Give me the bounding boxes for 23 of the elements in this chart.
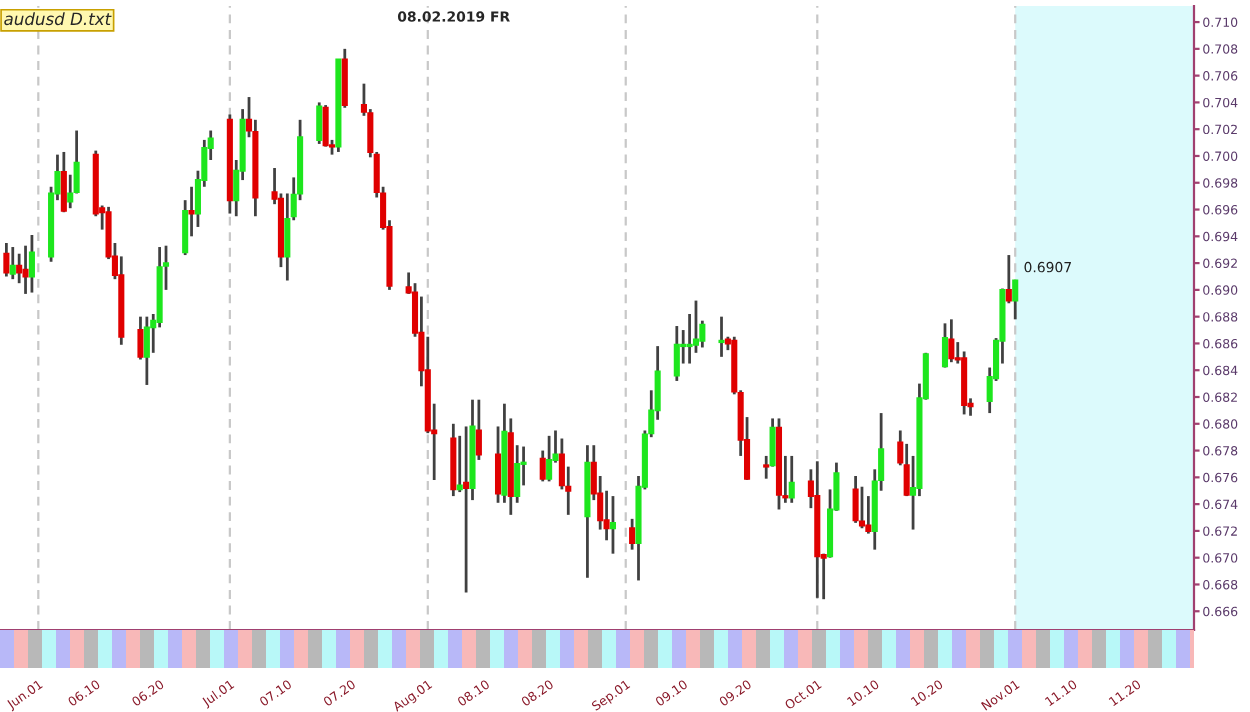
candlestick xyxy=(494,425,502,505)
candlestick xyxy=(22,244,29,296)
candlestick xyxy=(28,233,35,294)
candlestick xyxy=(514,443,521,505)
annotation: audusd D.txt xyxy=(4,12,112,26)
candlestick xyxy=(718,315,725,359)
candlestick xyxy=(852,474,859,525)
candlestick xyxy=(961,350,968,416)
candlestick xyxy=(609,494,617,556)
candlestick xyxy=(948,317,955,364)
candlestick xyxy=(143,315,150,387)
candlestick xyxy=(788,454,795,505)
candlestick xyxy=(1005,253,1012,305)
candlestick xyxy=(60,150,67,214)
candlestick xyxy=(463,425,470,594)
candlestick xyxy=(9,245,16,281)
candlestick xyxy=(316,101,323,146)
candlestick xyxy=(941,321,949,369)
candlestick xyxy=(546,434,553,483)
candlestick xyxy=(673,324,680,383)
candlestick xyxy=(3,241,10,278)
candlestick xyxy=(322,103,329,148)
candlestick xyxy=(341,47,348,110)
